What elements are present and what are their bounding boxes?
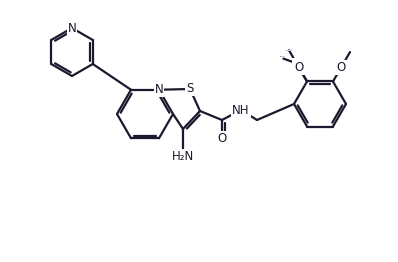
- Text: H₂N: H₂N: [172, 150, 194, 163]
- Text: O: O: [217, 132, 226, 145]
- Text: O: O: [293, 59, 302, 72]
- Text: methoxy: methoxy: [280, 56, 287, 57]
- Text: N: N: [68, 21, 76, 35]
- Text: O: O: [295, 61, 304, 74]
- Text: methoxy1: methoxy1: [285, 50, 293, 51]
- Text: NH: NH: [232, 103, 250, 117]
- Text: N: N: [155, 83, 163, 96]
- Text: O: O: [336, 61, 345, 74]
- Text: S: S: [186, 83, 194, 96]
